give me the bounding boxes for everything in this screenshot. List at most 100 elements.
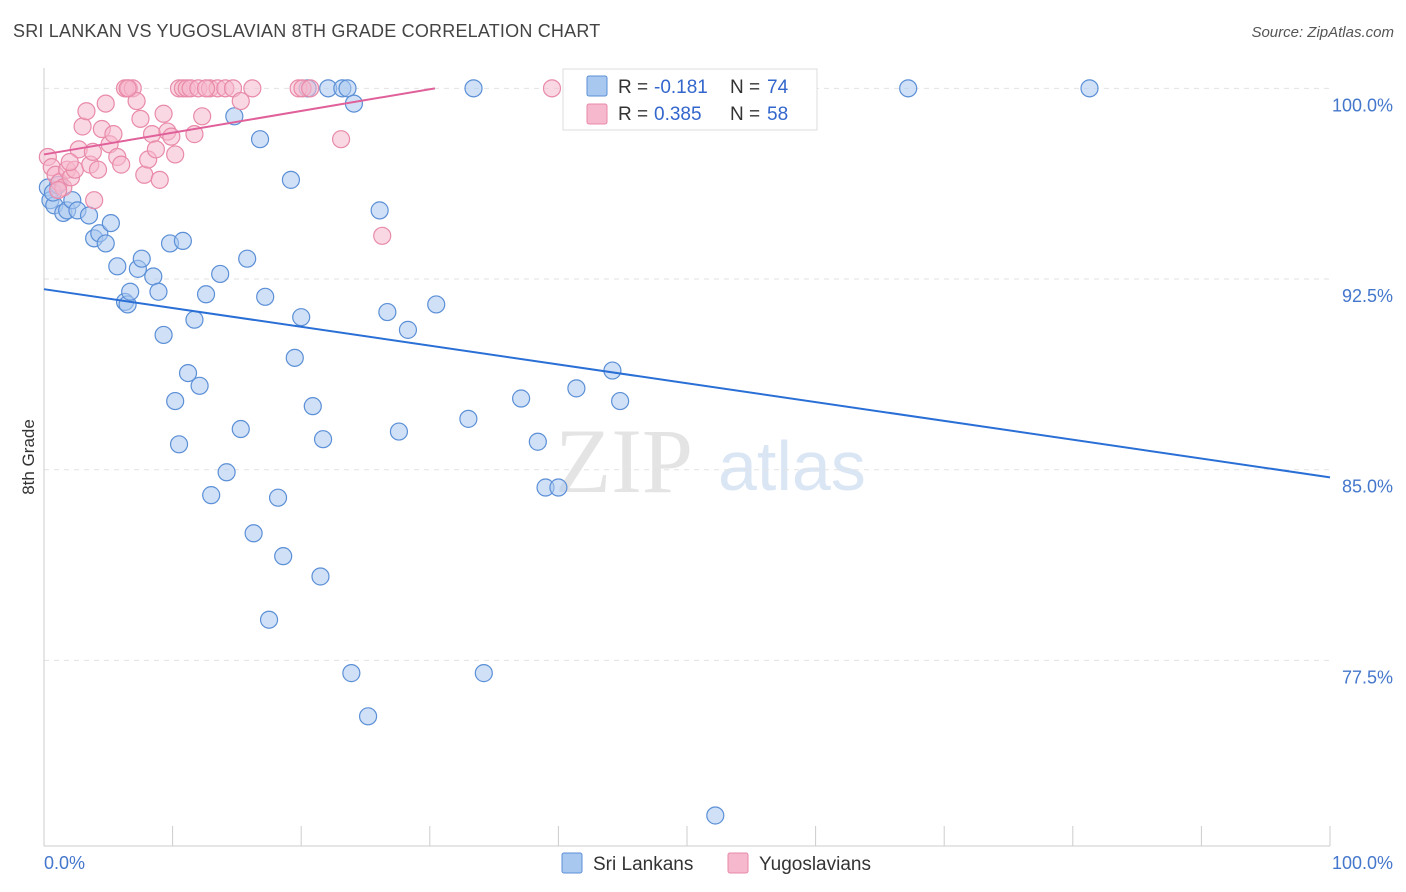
sri-lankans-point-67 [567,379,586,398]
yugoslavians-point-49 [301,79,320,98]
yugoslavians-point-29 [150,170,169,189]
legend-swatch-sri [586,75,608,97]
sri-lankans-point-23 [166,391,185,411]
yugoslavians-points [38,79,562,245]
sri-lankans-point-36 [244,524,263,543]
sri-lankans-point-40 [268,488,288,507]
sri-lankans-point-63 [512,389,531,408]
gridlines [44,87,1330,661]
x-ticks [43,826,1331,846]
sri-lankans-point-57 [389,422,409,441]
yugoslavians-point-57 [196,79,216,98]
sri-lankans-point-35 [238,249,257,268]
yugoslavians-point-25 [135,165,154,184]
sri-lankans-point-48 [313,430,333,449]
trend-lines [43,87,1331,479]
sri-lankans-point-61 [464,79,483,98]
sri-lankans-point-47 [311,567,330,586]
sri-lankans-point-69 [611,391,630,411]
sri-lankans-point-8 [79,206,99,225]
sri-lankans-point-20 [149,282,168,301]
bottom-legend-swatch-yug [727,852,749,874]
yugoslavians-point-10 [77,102,96,121]
bottom-legend: Sri Lankans Yugoslavians [561,852,871,875]
sri-lankans-point-29 [196,285,216,304]
sri-lankans-point-27 [185,310,204,329]
sri-lankans-point-11 [96,234,115,253]
sri-lankans-point-58 [398,320,418,339]
legend-n-value-sri: 74 [767,77,789,98]
sri-lankans-point-26 [178,363,198,383]
y-tick-labels: 100.0% 92.5% 85.0% 77.5% [1332,95,1393,687]
sri-lankans-point-62 [474,664,493,683]
sri-lankans-point-56 [378,302,397,322]
sri-lankans-point-71 [899,79,918,98]
yugoslavians-point-15 [96,94,115,113]
y-axis-title: 8th Grade [19,419,38,495]
yugoslavians-point-9 [73,117,92,136]
legend-box: R = -0.181 N = 74 R = 0.385 N = 58 [562,68,818,131]
sri-lankans-point-70 [706,806,725,825]
sri-lankans-point-12 [101,213,120,233]
sri-lankans-point-16 [121,282,140,301]
sri-lankans-point-34 [231,419,250,439]
sri-lankans-point-66 [549,478,568,497]
sri-lankans-point-64 [528,432,547,451]
sri-lankans-point-18 [132,249,151,268]
legend-r-value-sri: -0.181 [654,77,708,98]
yugoslavians-point-33 [166,145,185,164]
sri-lankans-point-42 [281,170,301,189]
yugoslavians-point-46 [243,79,262,98]
watermark-atlas: atlas [718,427,866,505]
yugoslavians-point-32 [162,127,181,146]
sri-lankans-point-21 [154,325,173,345]
yugoslavians-point-27 [142,125,162,144]
sri-lankans-trend-line [43,288,1331,479]
legend-n-label-yug: N = [730,104,760,125]
watermark-zip: ZIP [555,410,693,512]
y-tick-label-0: 100.0% [1332,95,1393,115]
legend-n-label-sri: N = [730,77,760,98]
yugoslavians-point-19 [112,155,131,174]
yugoslavians-point-40 [193,107,212,126]
chart-title: SRI LANKAN VS YUGOSLAVIAN 8TH GRADE CORR… [13,21,601,41]
yugoslavians-point-23 [127,91,146,111]
y-tick-label-2: 85.0% [1342,477,1393,497]
sri-lankans-point-25 [173,231,192,250]
yugoslavians-point-45 [231,91,250,111]
sri-lankans-point-43 [285,348,304,367]
yugoslavians-point-56 [118,79,137,98]
bottom-legend-swatch-sri [561,852,583,874]
yugoslavians-point-17 [104,125,123,144]
yugoslavians-point-52 [542,79,562,98]
sri-lankans-point-55 [370,201,389,220]
legend-r-label-yug: R = [618,104,648,125]
y-tick-label-1: 92.5% [1342,286,1393,306]
sri-lankans-point-52 [342,664,361,683]
source-credit: Source: ZipAtlas.com [1251,24,1394,41]
sri-lankans-point-44 [292,308,311,327]
sri-lankans-point-31 [211,264,230,284]
yugoslavians-point-12 [85,191,104,210]
yugoslavians-trend-line [43,87,436,156]
sri-lankans-point-51 [338,79,357,98]
yugoslavians-point-24 [131,109,150,128]
legend-swatch-yug [586,103,608,125]
yugoslavians-point-30 [154,104,173,123]
sri-lankans-point-37 [250,130,270,149]
sri-lankans-point-13 [108,257,127,276]
legend-r-value-yug: 0.385 [654,104,702,125]
sri-lankans-point-28 [190,376,209,395]
sri-lankans-point-38 [256,287,275,306]
legend-n-value-yug: 58 [767,104,788,125]
sri-lankans-point-30 [202,486,221,505]
sri-lankans-point-60 [459,409,478,428]
sri-lankans-point-39 [259,610,279,629]
yugoslavians-point-28 [146,140,165,159]
bottom-legend-label-yug: Yugoslavians [759,854,871,875]
sri-lankans-point-19 [144,267,163,286]
yugoslavians-point-51 [373,226,392,245]
sri-lankans-point-41 [274,547,293,566]
sri-lankans-point-59 [427,295,446,314]
